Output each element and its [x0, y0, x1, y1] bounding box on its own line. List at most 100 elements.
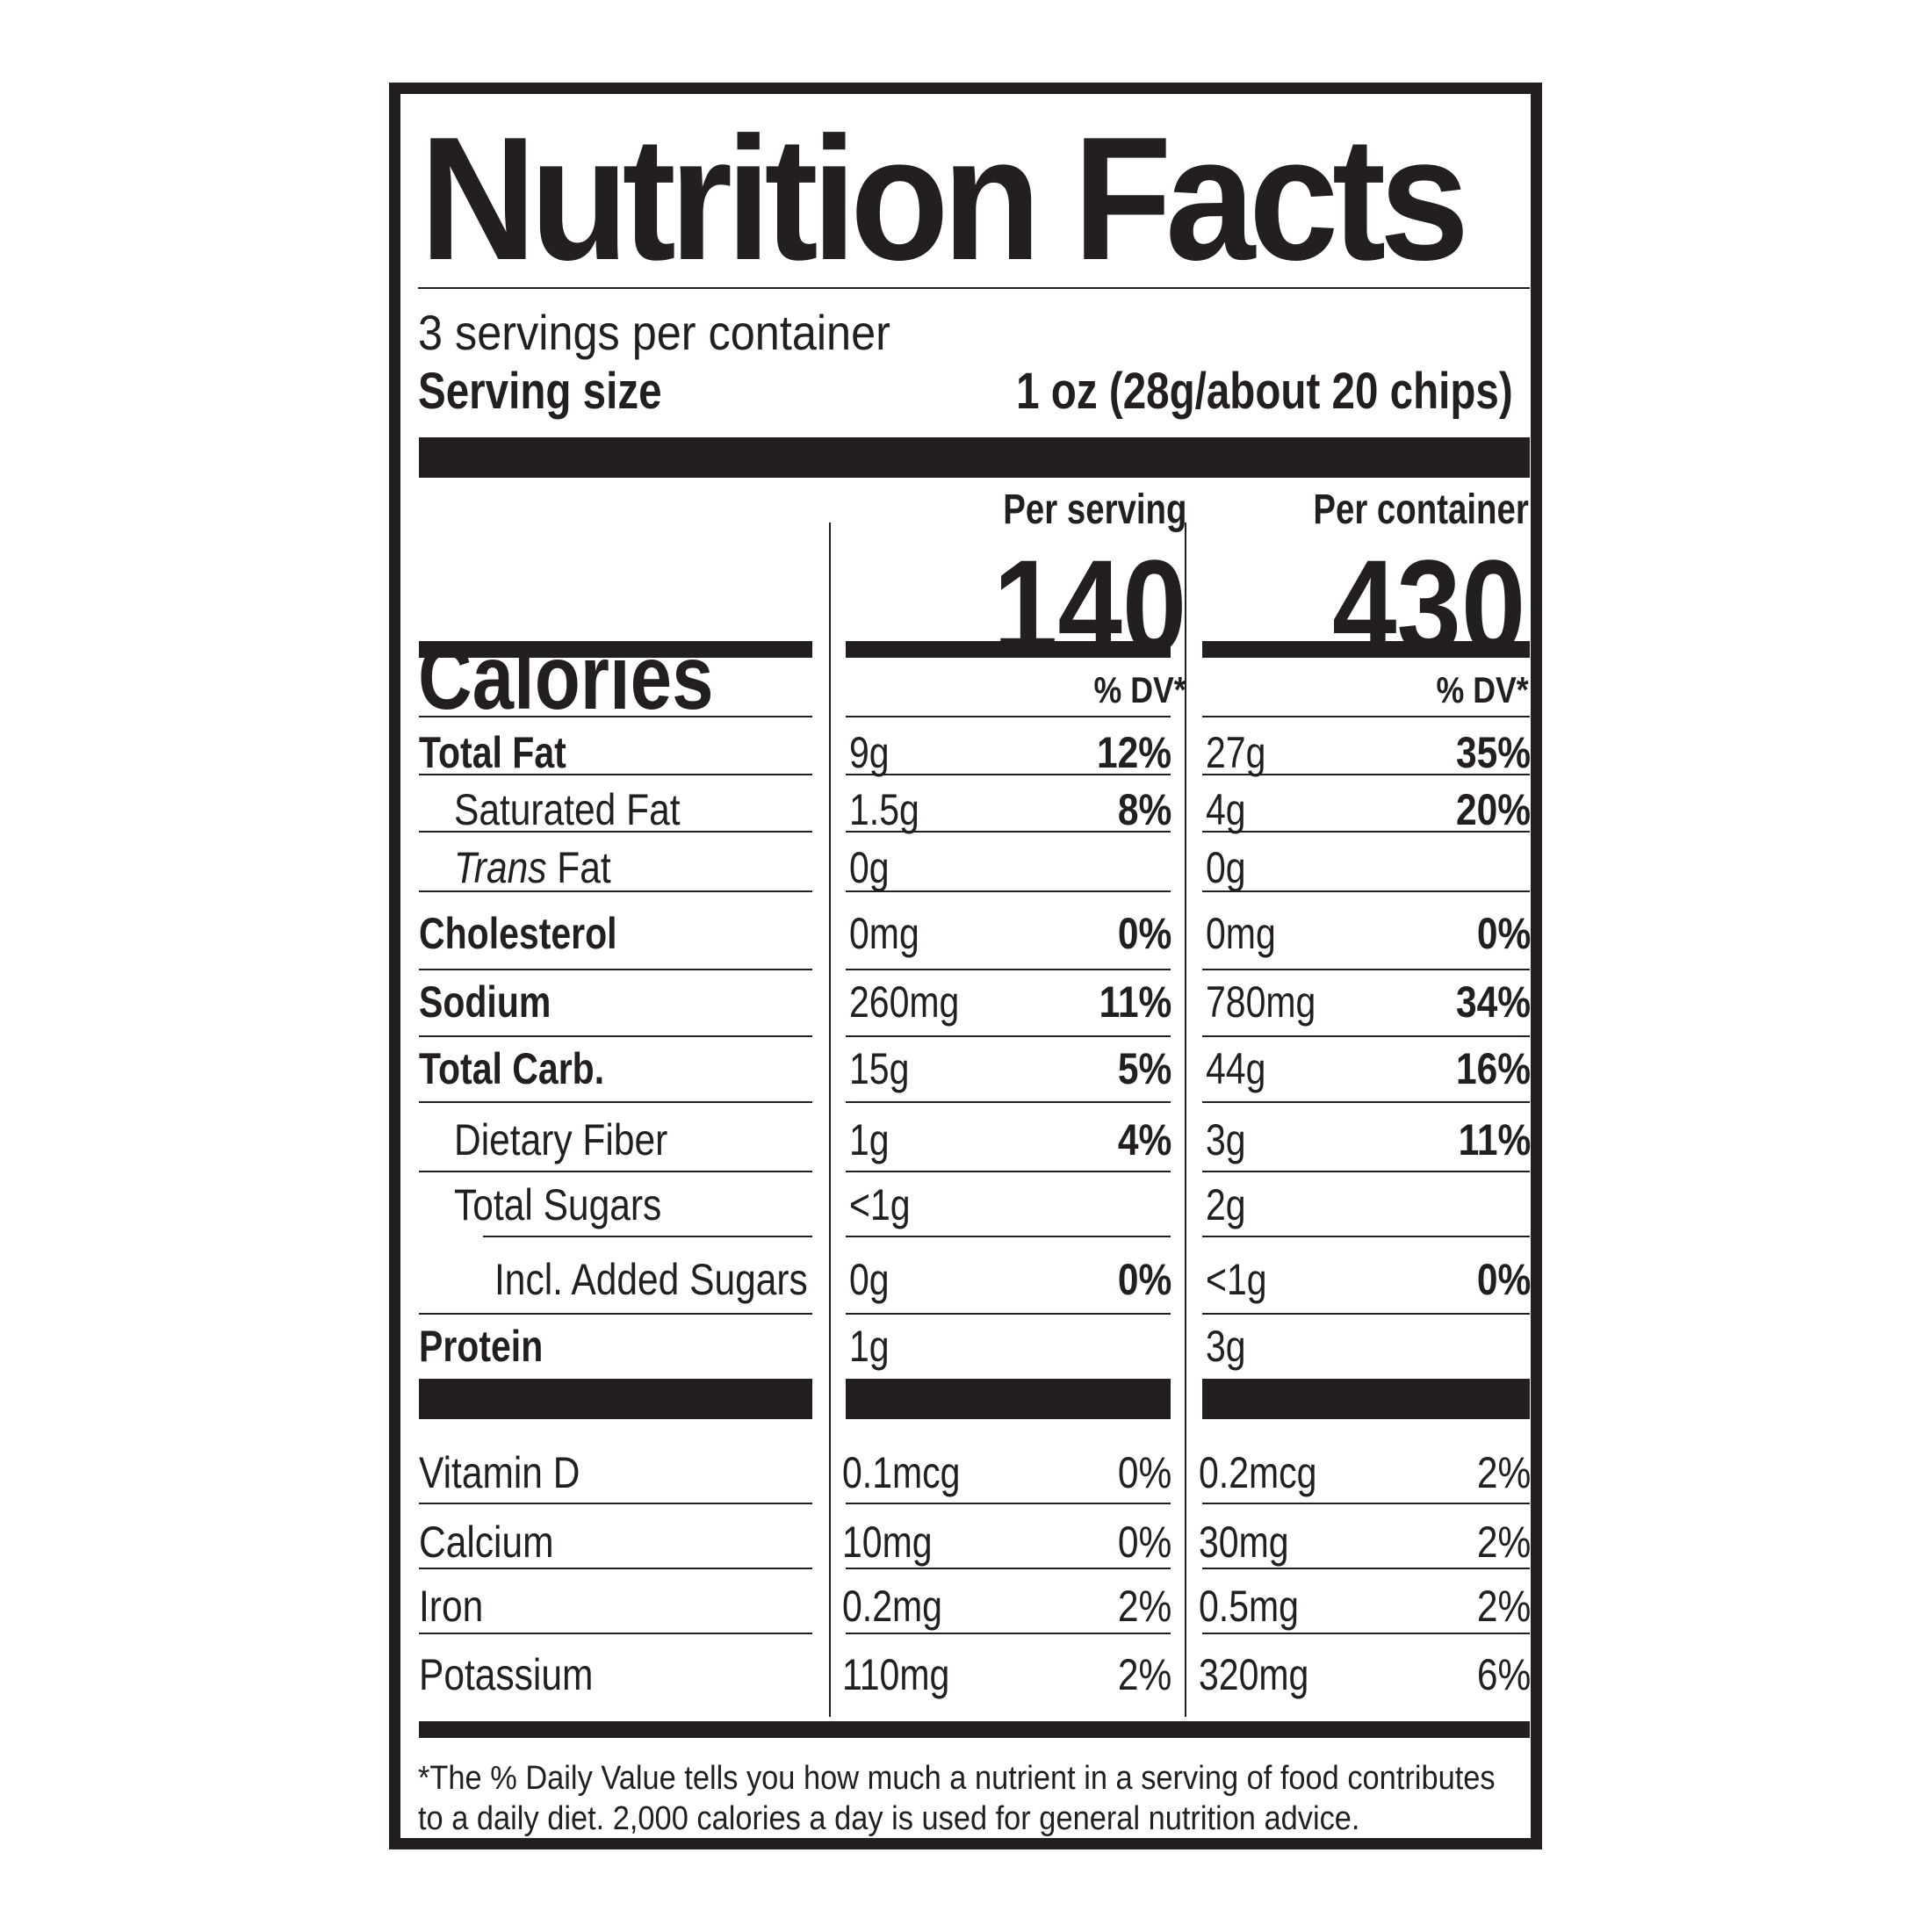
row-rule	[419, 1313, 812, 1315]
vitamin-label: Iron	[419, 1582, 484, 1631]
dv-header-container: % DV*	[1436, 669, 1529, 710]
column-divider-2	[1185, 523, 1186, 1717]
serving-size-value: 1 oz (28g/about 20 chips)	[1016, 363, 1513, 420]
vitamin-container-dv: 6%	[1476, 1650, 1531, 1699]
calories-bar-3	[1202, 641, 1530, 658]
container-dv: 34%	[1455, 977, 1531, 1027]
row-rule	[1202, 774, 1530, 775]
row-rule	[846, 1236, 1171, 1237]
vitamin-container-dv: 2%	[1476, 1448, 1531, 1497]
thick-divider-bottom	[419, 1721, 1530, 1738]
nutrient-label-2: Trans Fat	[454, 843, 611, 892]
nutrition-facts-label: Nutrition Facts 3 servings per container…	[389, 83, 1542, 1849]
protein-bar-2	[846, 1379, 1171, 1419]
vitamin-rule	[419, 1568, 812, 1569]
row-rule	[483, 1236, 812, 1237]
serving-amount: 1g	[849, 1322, 890, 1371]
row-rule	[846, 969, 1171, 970]
label-title: Nutrition Facts	[420, 101, 1469, 297]
serving-amount: 0mg	[849, 909, 919, 958]
serving-amount: 1.5g	[849, 785, 919, 834]
vitamin-serving-amount: 110mg	[842, 1650, 950, 1699]
calories-bar-2	[846, 641, 1171, 658]
title-rule	[418, 287, 1530, 289]
row-rule	[846, 1101, 1171, 1103]
trans-fat-suffix: Fat	[546, 843, 611, 892]
per-serving-header: Per serving	[1002, 487, 1186, 533]
row-rule	[1202, 716, 1530, 717]
container-amount: 780mg	[1206, 977, 1316, 1027]
row-rule	[1202, 1035, 1530, 1037]
vitamin-serving-dv: 2%	[1117, 1582, 1171, 1631]
container-amount: 0g	[1206, 843, 1246, 892]
row-rule	[419, 831, 812, 833]
container-amount: 3g	[1206, 1322, 1246, 1371]
row-rule	[846, 890, 1171, 892]
nutrient-label-6: Dietary Fiber	[454, 1115, 668, 1164]
serving-dv: 12%	[1096, 728, 1171, 777]
vitamin-container-amount: 320mg	[1199, 1650, 1309, 1699]
vitamin-serving-dv: 2%	[1117, 1650, 1171, 1699]
container-dv: 11%	[1458, 1115, 1531, 1164]
daily-value-footnote: *The % Daily Value tells you how much a …	[418, 1760, 1496, 1837]
row-rule	[846, 1171, 1171, 1172]
row-rule	[1202, 969, 1530, 970]
row-rule	[419, 890, 812, 892]
row-rule	[846, 1313, 1171, 1315]
vitamin-container-amount: 0.5mg	[1199, 1582, 1299, 1631]
vitamin-label: Calcium	[419, 1517, 554, 1567]
serving-size-label: Serving size	[418, 363, 662, 420]
vitamin-rule	[846, 1633, 1171, 1634]
vitamin-rule	[846, 1568, 1171, 1569]
row-rule	[1202, 1313, 1530, 1315]
servings-per-container: 3 servings per container	[418, 305, 890, 360]
serving-dv: 8%	[1117, 785, 1171, 834]
vitamin-container-amount: 30mg	[1199, 1517, 1289, 1567]
row-rule	[846, 1035, 1171, 1037]
row-rule	[419, 716, 812, 717]
container-dv: 16%	[1455, 1044, 1531, 1093]
container-amount: 0mg	[1206, 909, 1276, 958]
row-rule	[419, 1035, 812, 1037]
trans-italic: Trans	[454, 843, 547, 892]
dv-header-serving: % DV*	[1093, 669, 1186, 710]
serving-amount: 9g	[849, 728, 890, 777]
container-amount: 2g	[1206, 1180, 1246, 1229]
protein-bar-1	[419, 1379, 812, 1419]
row-rule	[846, 774, 1171, 775]
nutrient-label-5: Total Carb.	[419, 1044, 605, 1093]
row-rule	[1202, 1171, 1530, 1172]
vitamin-serving-dv: 0%	[1117, 1448, 1171, 1497]
protein-bar-3	[1202, 1379, 1530, 1419]
row-rule	[1202, 1101, 1530, 1103]
vitamin-serving-amount: 10mg	[842, 1517, 933, 1567]
serving-dv: 0%	[1117, 909, 1171, 958]
container-amount: 3g	[1206, 1115, 1246, 1164]
serving-dv: 5%	[1117, 1044, 1171, 1093]
container-dv: 20%	[1455, 785, 1531, 834]
vitamin-rule	[419, 1503, 812, 1504]
vitamin-rule	[1202, 1503, 1530, 1504]
vitamin-rule	[1202, 1568, 1530, 1569]
container-dv: 0%	[1476, 1255, 1531, 1304]
serving-dv: 4%	[1117, 1115, 1171, 1164]
vitamin-label: Vitamin D	[419, 1448, 580, 1497]
nutrient-label-9: Protein	[419, 1322, 544, 1371]
serving-amount: 1g	[849, 1115, 890, 1164]
vitamin-rule	[1202, 1633, 1530, 1634]
vitamin-container-amount: 0.2mcg	[1199, 1448, 1317, 1497]
thick-divider-top	[419, 437, 1530, 478]
row-rule	[1202, 1236, 1530, 1237]
vitamin-container-dv: 2%	[1476, 1582, 1531, 1631]
container-dv: 35%	[1455, 728, 1531, 777]
nutrient-label-8: Incl. Added Sugars	[494, 1255, 808, 1304]
row-rule	[419, 1171, 812, 1172]
row-rule	[419, 1101, 812, 1103]
container-amount: <1g	[1206, 1255, 1267, 1304]
vitamin-rule	[846, 1503, 1171, 1504]
container-amount: 44g	[1206, 1044, 1266, 1093]
row-rule	[419, 969, 812, 970]
nutrient-label-4: Sodium	[419, 977, 551, 1027]
container-amount: 27g	[1206, 728, 1266, 777]
per-container-header: Per container	[1313, 487, 1529, 533]
